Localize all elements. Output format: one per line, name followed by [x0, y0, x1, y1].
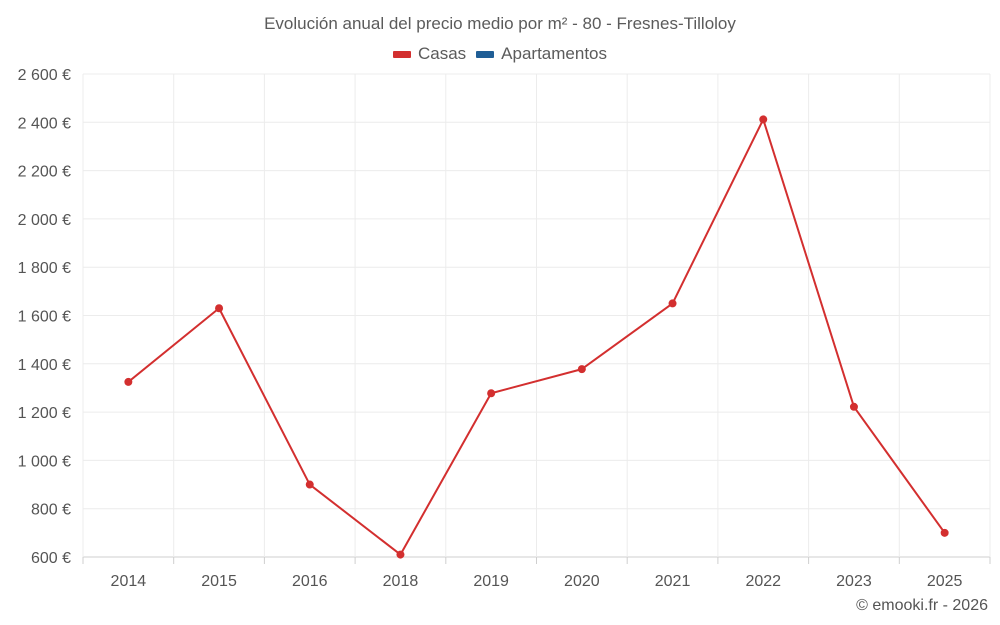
y-tick-label: 2 200 €	[18, 164, 71, 181]
y-tick-label: 600 €	[31, 550, 71, 567]
x-tick-label: 2020	[564, 573, 600, 590]
x-tick-label: 2019	[473, 573, 509, 590]
data-point	[940, 528, 949, 537]
chart-title: Evolución anual del precio medio por m² …	[264, 14, 736, 33]
y-tick-label: 1 800 €	[18, 260, 71, 277]
x-tick-label: 2025	[927, 573, 963, 590]
legend-swatch-casas	[392, 50, 411, 58]
y-tick-label: 2 600 €	[18, 67, 71, 84]
footer-credit: © emooki.fr - 2026	[856, 597, 988, 614]
y-tick-label: 2 000 €	[18, 212, 71, 229]
legend: Casas Apartamentos	[0, 44, 1000, 64]
x-tick-label: 2014	[111, 573, 147, 590]
legend-label-apartamentos: Apartamentos	[501, 44, 608, 63]
y-tick-label: 1 400 €	[18, 357, 71, 374]
legend-item-apartamentos[interactable]: Apartamentos	[476, 44, 607, 64]
data-point	[215, 304, 224, 313]
x-tick-label: 2016	[292, 573, 328, 590]
x-tick-label: 2022	[745, 573, 781, 590]
y-tick-label: 2 400 €	[18, 115, 71, 132]
x-tick-label: 2023	[836, 573, 872, 590]
data-point	[305, 480, 314, 489]
series-line-casas	[127, 118, 946, 556]
legend-item-casas[interactable]: Casas	[392, 44, 467, 64]
data-point	[668, 299, 677, 308]
legend-label-casas: Casas	[417, 44, 467, 63]
data-point	[849, 402, 858, 411]
y-tick-label: 1 000 €	[18, 453, 71, 470]
x-tick-label: 2015	[201, 573, 237, 590]
data-point	[577, 365, 586, 374]
y-tick-label: 800 €	[31, 502, 71, 519]
data-point	[124, 377, 133, 386]
legend-swatch-apartamentos	[476, 50, 495, 58]
data-point	[487, 389, 496, 398]
data-point	[759, 115, 768, 124]
x-tick-label: 2021	[655, 573, 691, 590]
x-tick-label: 2018	[383, 573, 419, 590]
y-tick-label: 1 200 €	[18, 405, 71, 422]
y-tick-label: 1 600 €	[18, 309, 71, 326]
data-point	[396, 550, 405, 559]
